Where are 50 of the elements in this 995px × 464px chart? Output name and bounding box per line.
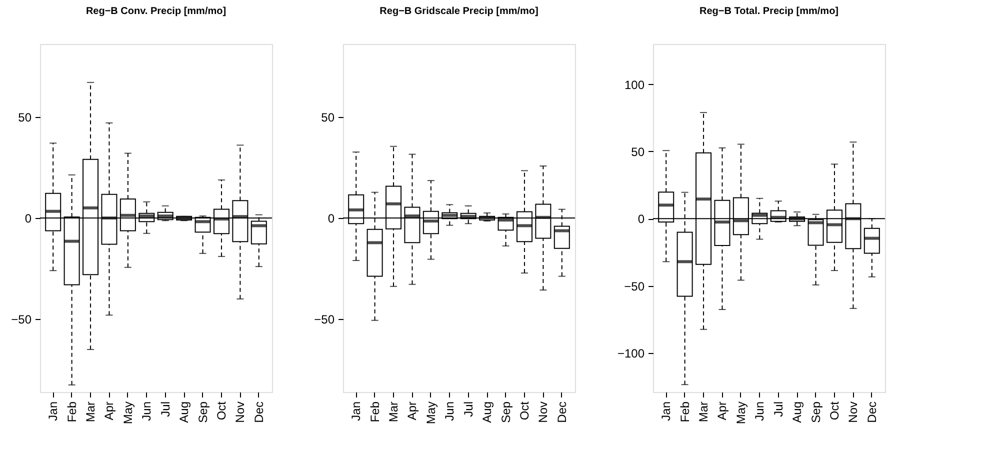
x-tick-label: Aug [480, 402, 494, 423]
x-tick-label: Jul [461, 402, 476, 417]
x-tick-label: Jun [140, 402, 154, 421]
x-tick-label: Dec [252, 402, 266, 423]
x-tick-label: Dec [864, 402, 879, 423]
y-tick-label: −100 [617, 346, 645, 361]
x-tick-label: Jan [659, 402, 674, 421]
x-tick-label: Jan [46, 402, 60, 421]
x-tick-label: May [734, 402, 748, 424]
y-tick-label: −50 [624, 279, 645, 294]
y-tick-label: 100 [624, 78, 645, 92]
x-tick-label: Aug [790, 402, 804, 423]
y-tick-label: 50 [321, 110, 335, 124]
x-tick-label: Feb [64, 401, 79, 422]
x-tick-label: May [424, 402, 438, 424]
x-tick-label: Oct [827, 400, 842, 420]
y-tick-label: 0 [24, 212, 32, 226]
x-tick-label: Apr [405, 402, 420, 420]
x-tick-label: Oct [517, 400, 532, 420]
y-tick-label: 0 [328, 212, 335, 226]
y-tick-label: −50 [314, 312, 335, 327]
x-tick-label: Feb [368, 401, 382, 422]
y-tick-label: −50 [11, 312, 32, 327]
x-tick-label: Jun [442, 402, 457, 421]
x-tick-label: Sep [808, 401, 823, 423]
x-tick-label: Aug [177, 402, 192, 423]
chart-title: Reg−B Conv. Precip [mm/mo] [86, 6, 226, 17]
x-tick-label: Oct [214, 400, 228, 420]
x-tick-label: Jun [752, 402, 767, 421]
chart-title: Reg−B Total. Precip [mm/mo] [699, 6, 839, 17]
x-tick-label: Nov [536, 402, 550, 423]
y-tick-label: 0 [638, 212, 645, 226]
x-tick-label: Feb [678, 401, 692, 422]
y-tick-label: 50 [631, 144, 645, 159]
y-tick-label: 50 [18, 110, 32, 124]
x-tick-label: Jul [158, 402, 172, 417]
x-tick-label: Apr [715, 402, 730, 420]
x-tick-label: Mar [84, 402, 98, 422]
x-tick-label: Jan [349, 402, 364, 421]
x-tick-label: Mar [696, 402, 711, 422]
x-tick-label: May [120, 402, 135, 424]
x-tick-label: Nov [233, 402, 248, 423]
x-tick-label: Sep [196, 401, 210, 423]
x-tick-label: Dec [554, 402, 569, 423]
x-tick-label: Apr [102, 402, 116, 420]
x-tick-label: Nov [846, 402, 860, 423]
x-tick-label: Mar [386, 402, 401, 422]
x-tick-label: Sep [498, 401, 513, 423]
x-tick-label: Jul [771, 402, 786, 417]
chart-title: Reg−B Gridscale Precip [mm/mo] [380, 6, 538, 17]
